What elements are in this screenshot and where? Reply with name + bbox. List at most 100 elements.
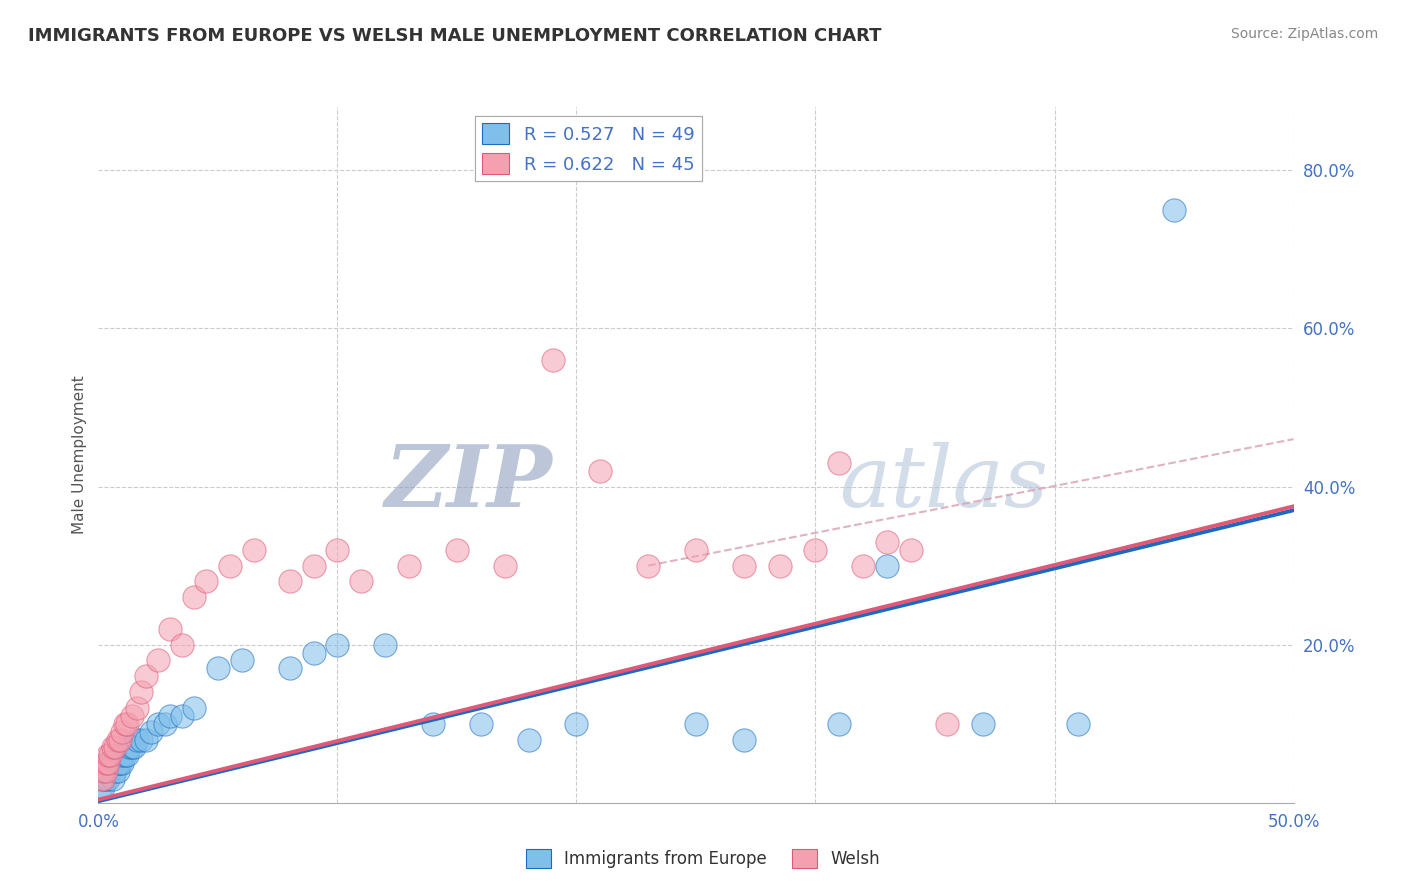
Point xyxy=(114,716,136,731)
Point xyxy=(101,772,124,786)
Point xyxy=(804,542,827,557)
Point xyxy=(107,756,129,771)
Point xyxy=(97,756,120,771)
Point xyxy=(155,716,177,731)
Point xyxy=(111,756,134,771)
Point xyxy=(114,748,136,763)
Point xyxy=(124,740,146,755)
Point xyxy=(97,748,120,763)
Text: atlas: atlas xyxy=(839,442,1049,524)
Point xyxy=(172,708,194,723)
Point xyxy=(733,732,755,747)
Point xyxy=(111,724,134,739)
Point xyxy=(172,638,194,652)
Point xyxy=(422,716,444,731)
Point xyxy=(121,740,143,755)
Point xyxy=(278,574,301,589)
Point xyxy=(326,638,349,652)
Point xyxy=(135,669,157,683)
Point xyxy=(101,740,124,755)
Point xyxy=(302,558,325,573)
Point xyxy=(326,542,349,557)
Point xyxy=(94,764,117,779)
Point xyxy=(159,622,181,636)
Point xyxy=(685,542,707,557)
Point xyxy=(115,748,138,763)
Point xyxy=(107,764,129,779)
Point xyxy=(121,708,143,723)
Point xyxy=(231,653,253,667)
Point xyxy=(1163,202,1185,217)
Point xyxy=(94,772,117,786)
Point xyxy=(685,716,707,731)
Point xyxy=(936,716,959,731)
Point xyxy=(107,732,129,747)
Point xyxy=(91,764,114,779)
Point xyxy=(768,558,790,573)
Point xyxy=(98,764,122,779)
Point xyxy=(131,732,153,747)
Point xyxy=(565,716,588,731)
Point xyxy=(118,740,141,755)
Point xyxy=(115,716,138,731)
Point xyxy=(1067,716,1090,731)
Point xyxy=(494,558,516,573)
Point xyxy=(207,661,229,675)
Point xyxy=(98,748,122,763)
Point xyxy=(876,558,898,573)
Point xyxy=(90,772,112,786)
Point xyxy=(398,558,420,573)
Text: ZIP: ZIP xyxy=(385,441,553,524)
Point xyxy=(733,558,755,573)
Point xyxy=(104,748,127,763)
Point xyxy=(243,542,266,557)
Point xyxy=(91,772,114,786)
Point xyxy=(148,653,170,667)
Point xyxy=(637,558,659,573)
Point xyxy=(108,732,131,747)
Point xyxy=(97,756,120,771)
Point xyxy=(828,716,851,731)
Point xyxy=(111,748,134,763)
Point xyxy=(278,661,301,675)
Legend: R = 0.527   N = 49, R = 0.622   N = 45: R = 0.527 N = 49, R = 0.622 N = 45 xyxy=(475,116,702,181)
Text: Source: ZipAtlas.com: Source: ZipAtlas.com xyxy=(1230,27,1378,41)
Point xyxy=(131,685,153,699)
Point xyxy=(876,534,898,549)
Point xyxy=(972,716,994,731)
Point xyxy=(183,591,205,605)
Y-axis label: Male Unemployment: Male Unemployment xyxy=(72,376,87,534)
Point xyxy=(94,764,117,779)
Point xyxy=(139,724,162,739)
Point xyxy=(148,716,170,731)
Point xyxy=(541,353,564,368)
Point xyxy=(101,756,124,771)
Point xyxy=(104,740,127,755)
Point xyxy=(91,772,114,786)
Point xyxy=(852,558,875,573)
Point xyxy=(90,780,112,794)
Point xyxy=(374,638,396,652)
Point xyxy=(517,732,540,747)
Point xyxy=(98,756,122,771)
Point xyxy=(589,464,612,478)
Point xyxy=(97,772,120,786)
Point xyxy=(94,756,117,771)
Point xyxy=(108,756,131,771)
Point xyxy=(104,764,127,779)
Point xyxy=(900,542,922,557)
Point xyxy=(470,716,492,731)
Point xyxy=(135,732,157,747)
Point xyxy=(350,574,373,589)
Point xyxy=(219,558,242,573)
Point xyxy=(183,701,205,715)
Text: IMMIGRANTS FROM EUROPE VS WELSH MALE UNEMPLOYMENT CORRELATION CHART: IMMIGRANTS FROM EUROPE VS WELSH MALE UNE… xyxy=(28,27,882,45)
Point xyxy=(91,780,114,794)
Point xyxy=(446,542,468,557)
Point xyxy=(125,701,148,715)
Point xyxy=(159,708,181,723)
Point xyxy=(302,646,325,660)
Point xyxy=(194,574,218,589)
Legend: Immigrants from Europe, Welsh: Immigrants from Europe, Welsh xyxy=(519,842,887,875)
Point xyxy=(828,456,851,470)
